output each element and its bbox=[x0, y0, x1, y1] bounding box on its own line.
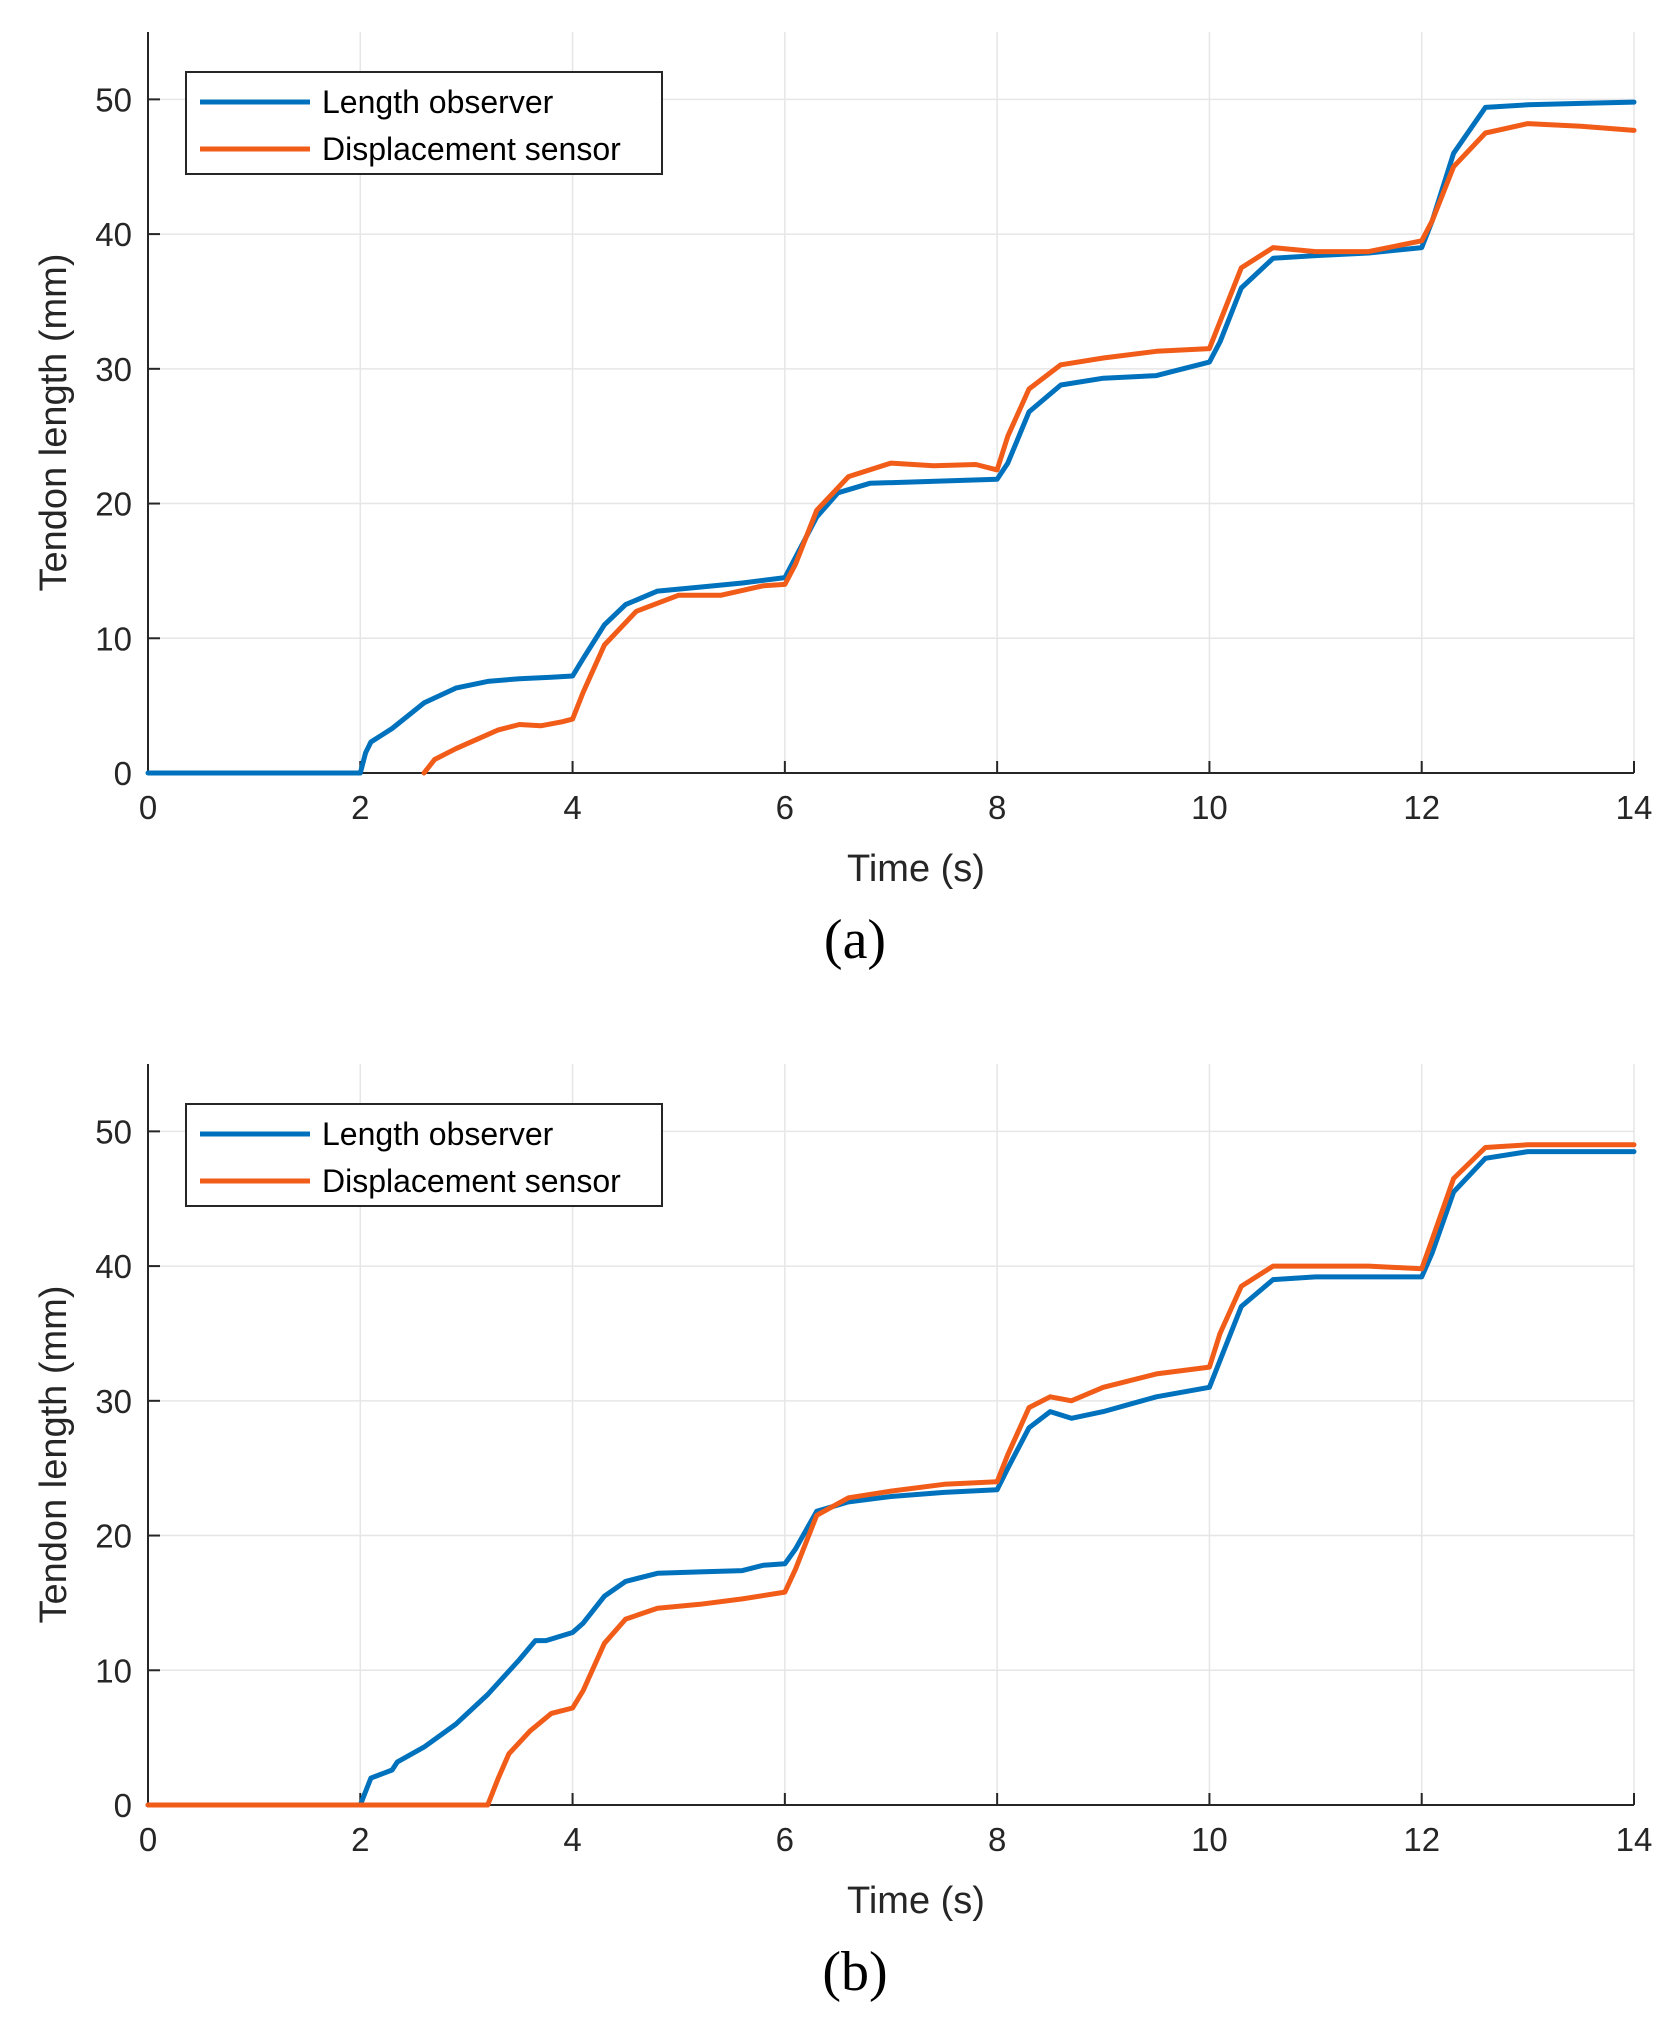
legend-a: Length observer Displacement sensor bbox=[185, 71, 663, 175]
y-tick-label: 20 bbox=[95, 1518, 132, 1555]
y-axis-title: Tendon length (mm) bbox=[33, 254, 75, 592]
legend-label: Length observer bbox=[322, 1116, 554, 1152]
x-tick-label: 14 bbox=[1616, 789, 1653, 826]
y-tick-label: 30 bbox=[95, 1383, 132, 1420]
series-line-length-observer bbox=[145, 99, 1637, 776]
y-tick-label: 30 bbox=[95, 351, 132, 388]
labels-b: 0 2 4 6 8 10 12 14 0 10 20 30 40 50 Time (s) Tendon len… bbox=[33, 1113, 1652, 2003]
legend-box bbox=[185, 71, 663, 175]
legend-label: Displacement sensor bbox=[322, 1163, 621, 1199]
y-axis-title: Tendon length (mm) bbox=[33, 1286, 75, 1624]
x-tick-label: 8 bbox=[988, 789, 1006, 826]
y-tick-label: 50 bbox=[95, 1113, 132, 1150]
series-b bbox=[145, 1142, 1637, 1808]
chart-panel-a: 0 2 4 6 8 10 12 14 0 10 20 30 40 50 Time (s) Tendon len… bbox=[33, 32, 1652, 971]
series-line-displacement-sensor bbox=[421, 121, 1637, 776]
chart-panel-b: 0 2 4 6 8 10 12 14 0 10 20 30 40 50 Time (s) Tendon len… bbox=[33, 1064, 1652, 2003]
x-tick-label: 4 bbox=[563, 1821, 581, 1858]
series-line-length-observer bbox=[145, 1149, 1637, 1808]
x-tick-label: 12 bbox=[1403, 1821, 1440, 1858]
legend-label: Length observer bbox=[322, 84, 554, 120]
y-tick-label: 40 bbox=[95, 216, 132, 253]
legend-b: Length observer Displacement sensor bbox=[185, 1103, 663, 1207]
legend-label: Displacement sensor bbox=[322, 131, 621, 167]
y-tick-label: 10 bbox=[95, 1652, 132, 1689]
y-tick-label: 50 bbox=[95, 81, 132, 118]
y-tick-label: 0 bbox=[114, 755, 132, 792]
x-tick-label: 6 bbox=[776, 789, 794, 826]
x-tick-label: 10 bbox=[1191, 1821, 1228, 1858]
x-tick-label: 14 bbox=[1616, 1821, 1653, 1858]
y-tick-label: 10 bbox=[95, 620, 132, 657]
y-tick-label: 40 bbox=[95, 1248, 132, 1285]
x-tick-label: 2 bbox=[351, 789, 369, 826]
series-a bbox=[145, 99, 1637, 776]
x-tick-label: 4 bbox=[563, 789, 581, 826]
y-tick-label: 20 bbox=[95, 486, 132, 523]
x-tick-label: 10 bbox=[1191, 789, 1228, 826]
x-tick-label: 0 bbox=[139, 789, 157, 826]
series-line-displacement-sensor bbox=[145, 1142, 1637, 1808]
x-tick-label: 6 bbox=[776, 1821, 794, 1858]
x-axis-title: Time (s) bbox=[847, 848, 985, 890]
figure-caption: (a) bbox=[824, 909, 886, 971]
x-tick-label: 2 bbox=[351, 1821, 369, 1858]
legend-box bbox=[185, 1103, 663, 1207]
x-axis-title: Time (s) bbox=[847, 1880, 985, 1922]
labels-a: 0 2 4 6 8 10 12 14 0 10 20 30 40 50 Time (s) Tendon len… bbox=[33, 81, 1652, 971]
x-tick-label: 8 bbox=[988, 1821, 1006, 1858]
figure-caption: (b) bbox=[822, 1941, 887, 2003]
x-tick-label: 12 bbox=[1403, 789, 1440, 826]
y-tick-label: 0 bbox=[114, 1787, 132, 1824]
x-tick-label: 0 bbox=[139, 1821, 157, 1858]
